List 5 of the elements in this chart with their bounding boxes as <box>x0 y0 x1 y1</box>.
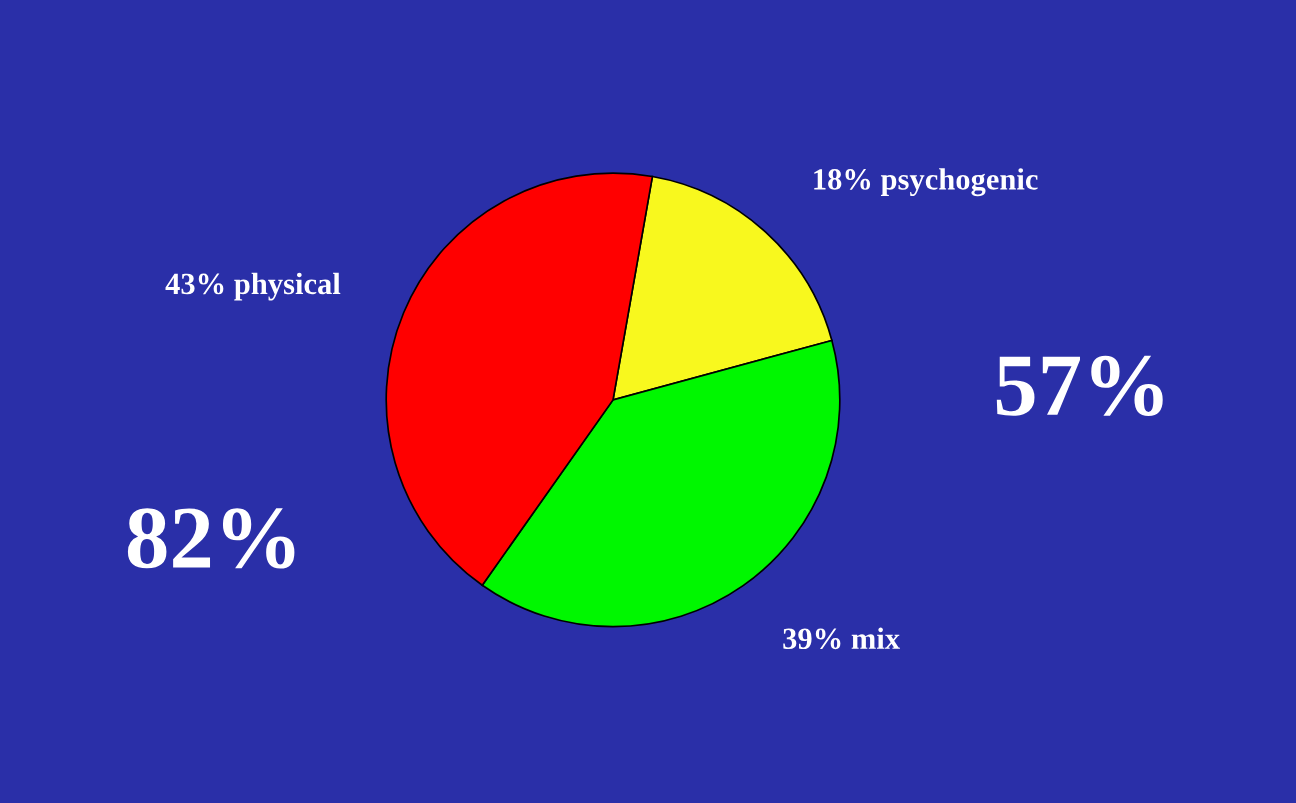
slice-label: 43% physical <box>165 272 341 301</box>
slice-label: 18% psychogenic <box>814 168 1038 197</box>
text: 57% <box>996 355 1163 417</box>
slice-label: 39% mix <box>783 627 900 650</box>
text: 82% <box>127 508 295 569</box>
